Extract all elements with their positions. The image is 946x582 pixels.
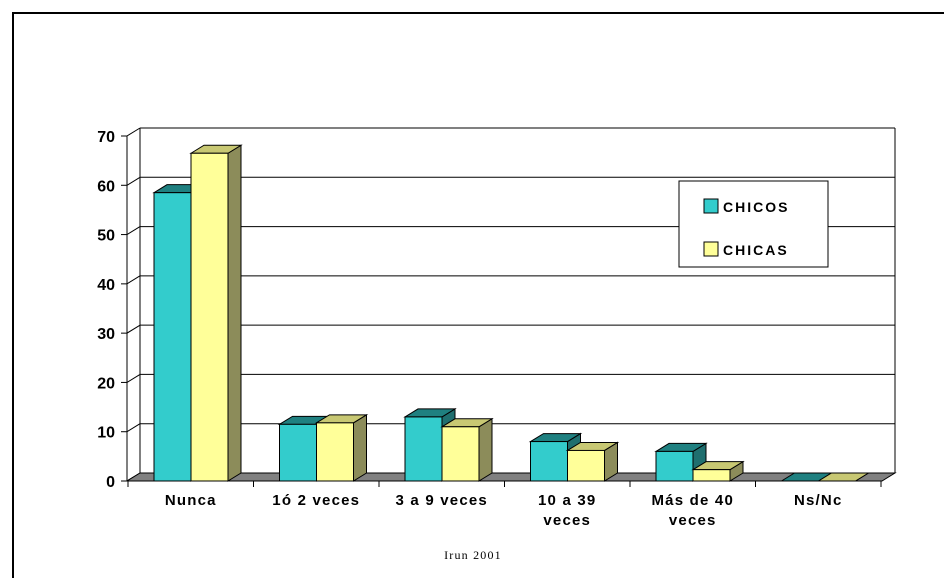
bar-chicas-side bbox=[353, 413, 367, 482]
category-label: Más de 40 veces bbox=[651, 492, 734, 529]
bar-chicas-side bbox=[227, 144, 242, 482]
y-tick-label: 40 bbox=[97, 277, 115, 294]
bar-chicas bbox=[316, 422, 354, 482]
legend-swatch bbox=[703, 198, 719, 214]
bar-chicas bbox=[567, 449, 605, 482]
bar-chicos bbox=[530, 441, 568, 482]
category-label: 10 a 39 veces bbox=[538, 492, 596, 529]
y-tick-label: 70 bbox=[97, 129, 115, 146]
legend-label: CHICOS bbox=[723, 199, 789, 215]
side-wall-gridline bbox=[126, 374, 141, 383]
chart-floor bbox=[125, 472, 897, 482]
bar-chicas bbox=[441, 426, 480, 482]
bar-chicos bbox=[404, 416, 443, 482]
bar-chicos bbox=[153, 192, 192, 482]
y-tick-label: 20 bbox=[97, 375, 115, 392]
chart-frame bbox=[12, 12, 944, 578]
bar-chicas-top bbox=[816, 472, 871, 482]
side-wall-gridline bbox=[126, 423, 141, 433]
side-wall-gridline bbox=[126, 324, 141, 334]
y-tick-label: 30 bbox=[97, 326, 115, 343]
side-wall-gridline bbox=[126, 226, 141, 235]
category-label: 3 a 9 veces bbox=[396, 492, 488, 509]
legend-label: CHICAS bbox=[723, 242, 789, 258]
bar-chicos bbox=[279, 423, 317, 482]
category-label: 1ó 2 veces bbox=[272, 492, 360, 509]
side-wall-gridline bbox=[126, 127, 141, 137]
legend-swatch bbox=[703, 241, 719, 257]
bar-chicas bbox=[692, 469, 731, 482]
chart-footer: Irun 2001 bbox=[444, 548, 502, 562]
y-tick-label: 60 bbox=[97, 178, 115, 195]
side-wall-gridline bbox=[126, 176, 141, 186]
category-label: Ns/Nc bbox=[794, 492, 843, 509]
category-label: Nunca bbox=[165, 492, 217, 509]
bar-chicas-side bbox=[478, 417, 493, 482]
y-tick-label: 10 bbox=[97, 425, 115, 442]
side-wall-gridline bbox=[126, 275, 141, 285]
bar-chicos bbox=[655, 450, 694, 482]
y-tick-label: 0 bbox=[106, 474, 115, 491]
bar-chicas bbox=[190, 152, 229, 482]
y-tick-label: 50 bbox=[97, 228, 115, 245]
